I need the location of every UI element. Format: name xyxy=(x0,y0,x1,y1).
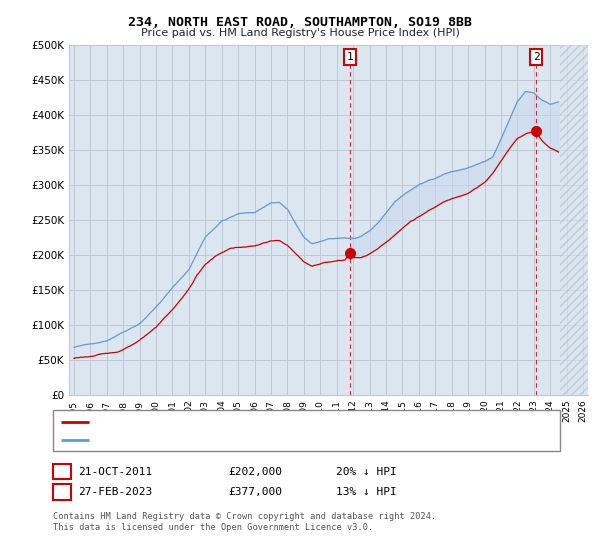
Text: 20% ↓ HPI: 20% ↓ HPI xyxy=(336,466,397,477)
Text: 2: 2 xyxy=(58,487,65,497)
Text: Price paid vs. HM Land Registry's House Price Index (HPI): Price paid vs. HM Land Registry's House … xyxy=(140,28,460,38)
Text: 27-FEB-2023: 27-FEB-2023 xyxy=(78,487,152,497)
Text: Contains HM Land Registry data © Crown copyright and database right 2024.
This d: Contains HM Land Registry data © Crown c… xyxy=(53,512,436,532)
Bar xyxy=(560,45,588,395)
Text: HPI: Average price, detached house, Southampton: HPI: Average price, detached house, Sout… xyxy=(94,435,370,445)
Text: 1: 1 xyxy=(58,466,65,477)
Text: 234, NORTH EAST ROAD, SOUTHAMPTON, SO19 8BB: 234, NORTH EAST ROAD, SOUTHAMPTON, SO19 … xyxy=(128,16,472,29)
Text: 234, NORTH EAST ROAD, SOUTHAMPTON, SO19 8BB (detached house): 234, NORTH EAST ROAD, SOUTHAMPTON, SO19 … xyxy=(94,417,446,427)
Text: 1: 1 xyxy=(346,52,353,62)
Text: 21-OCT-2011: 21-OCT-2011 xyxy=(78,466,152,477)
Text: 13% ↓ HPI: 13% ↓ HPI xyxy=(336,487,397,497)
Text: £377,000: £377,000 xyxy=(228,487,282,497)
Text: 2: 2 xyxy=(533,52,539,62)
Text: £202,000: £202,000 xyxy=(228,466,282,477)
